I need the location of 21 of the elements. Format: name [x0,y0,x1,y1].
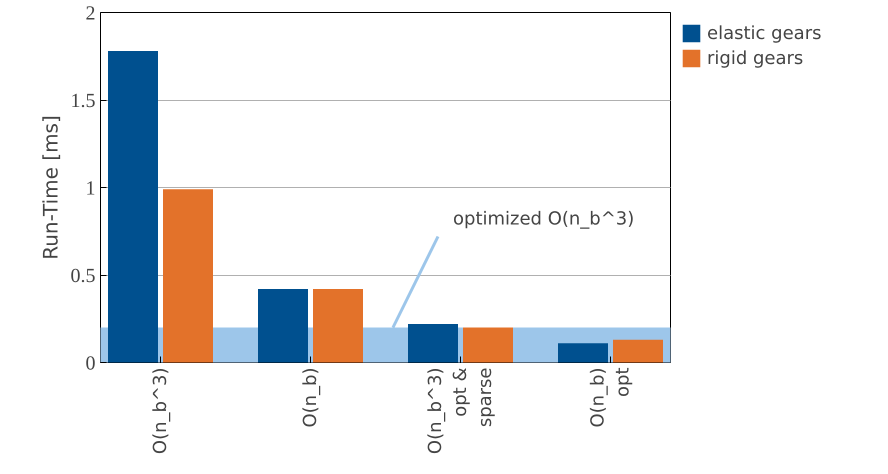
x-tick-label: O(n_b^3) opt & sparse [424,367,496,454]
bar [163,189,213,362]
bar [558,343,608,362]
y-axis-title: Run-Time [ms] [38,115,62,260]
bar [258,289,308,362]
y-tick-label: 1 [86,178,96,200]
bar [463,328,513,362]
legend-label: elastic gears [707,22,822,44]
y-tick-label: 1.5 [70,90,96,112]
bar [313,289,363,362]
y-tick-label: 0 [86,352,96,374]
band-label: optimized O(n_b^3) [453,208,634,230]
bar [408,324,458,362]
y-tick-label: 0.5 [70,265,96,287]
x-tick-label: O(n_b) opt [587,367,634,428]
legend-label: rigid gears [707,48,804,68]
bar [613,340,663,362]
y-tick-label: 2 [86,2,96,24]
x-tick-label: O(n_b) [300,368,321,428]
x-tick-label: O(n_b^3) [150,367,171,454]
bar [108,51,158,362]
